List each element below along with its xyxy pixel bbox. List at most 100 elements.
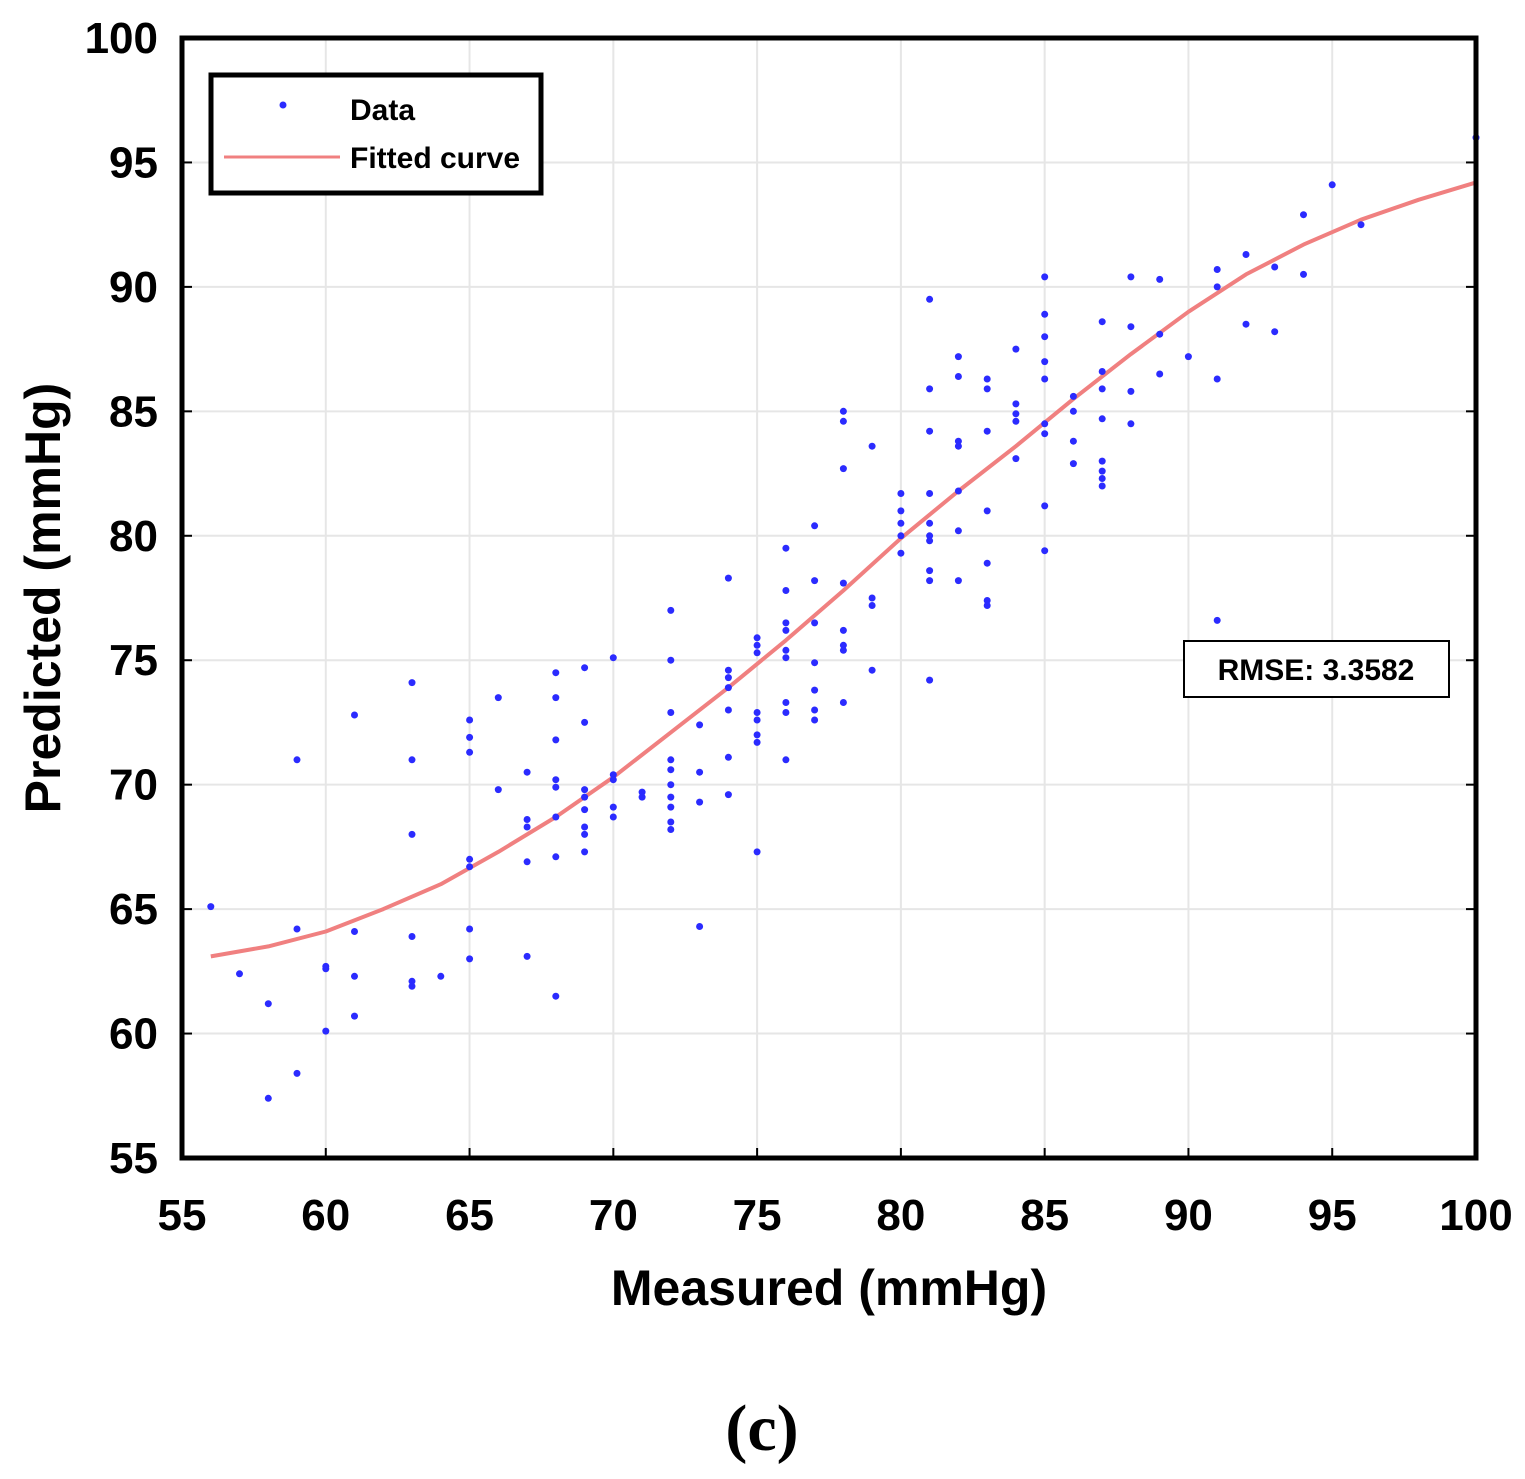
data-point (1300, 211, 1307, 219)
data-point (811, 577, 819, 585)
data-point (782, 587, 790, 594)
grid-lines (182, 38, 1476, 1158)
data-point (839, 641, 847, 649)
data-point (638, 788, 646, 796)
data-point (1242, 251, 1250, 258)
data-point (207, 903, 215, 911)
data-point (839, 646, 847, 654)
data-point (926, 577, 934, 585)
data-point (667, 793, 675, 801)
data-point (408, 830, 416, 838)
data-point (782, 709, 790, 716)
data-point (609, 813, 617, 821)
data-point (983, 507, 991, 515)
data-point (293, 925, 301, 933)
data-point (667, 803, 675, 811)
data-point (1300, 270, 1307, 278)
data-point (753, 731, 761, 739)
y-tick-label: 85 (109, 387, 158, 436)
data-point (552, 694, 560, 702)
data-point (581, 786, 589, 794)
data-point (753, 716, 761, 724)
data-point (782, 654, 790, 662)
data-point (724, 666, 732, 674)
x-tick-label: 95 (1308, 1191, 1357, 1240)
y-tick-label: 65 (109, 885, 158, 934)
data-point (1271, 328, 1279, 336)
legend: Data Fitted curve (208, 72, 544, 196)
data-point (609, 654, 617, 662)
data-point (466, 855, 474, 863)
data-point (667, 781, 675, 789)
data-point (1012, 345, 1020, 353)
data-point (466, 955, 474, 963)
data-point (667, 756, 675, 764)
data-point (811, 659, 819, 667)
data-point (667, 826, 675, 833)
data-point (897, 507, 905, 515)
data-point (1328, 181, 1336, 189)
data-point (236, 970, 243, 978)
data-point (552, 736, 560, 744)
plot-frame (179, 35, 1479, 1161)
data-point (437, 972, 445, 980)
data-point (408, 977, 416, 985)
data-point (897, 490, 905, 497)
data-point (351, 972, 358, 980)
data-point (408, 756, 416, 764)
data-point (696, 923, 704, 930)
data-point (1127, 420, 1135, 428)
data-point (581, 806, 589, 814)
y-tick-label: 60 (109, 1010, 158, 1059)
data-point (954, 442, 962, 450)
fitted-curve-layer (210, 180, 1477, 959)
data-point (667, 766, 675, 774)
x-tick-label: 75 (733, 1191, 782, 1240)
fitted-curve-line (210, 180, 1477, 959)
data-point (724, 753, 732, 761)
data-point (466, 925, 474, 933)
data-point (839, 579, 847, 587)
data-point (552, 853, 560, 861)
data-point (782, 544, 790, 552)
y-axis-ticks: 55 60 65 70 75 80 85 90 95 100 (85, 14, 1476, 1183)
data-point (811, 522, 819, 530)
data-point (753, 649, 761, 657)
data-point (868, 594, 876, 602)
data-point (1069, 392, 1077, 400)
data-point (1156, 370, 1164, 378)
x-tick-label: 100 (1439, 1191, 1512, 1240)
data-point (523, 823, 531, 831)
data-point (523, 768, 531, 776)
data-point (1098, 385, 1106, 393)
y-tick-label: 55 (109, 1134, 158, 1183)
data-point (782, 626, 790, 634)
data-point (523, 952, 531, 960)
figure-caption: (c) (725, 1392, 798, 1465)
data-point (897, 549, 905, 557)
data-point (1041, 273, 1049, 281)
data-point (724, 791, 732, 799)
legend-box (208, 72, 544, 196)
data-point (523, 858, 531, 866)
data-point (753, 634, 761, 642)
data-point (753, 848, 761, 856)
data-point (868, 602, 876, 609)
x-tick-label: 90 (1164, 1191, 1213, 1240)
rmse-annotation: RMSE: 3.3582 (1183, 640, 1450, 698)
data-point (609, 776, 617, 784)
data-point (839, 699, 847, 706)
rmse-text: RMSE: 3.3582 (1218, 654, 1415, 687)
data-point (581, 830, 589, 838)
data-point (667, 656, 675, 664)
data-point (954, 577, 962, 585)
x-tick-label: 80 (876, 1191, 925, 1240)
data-point (523, 816, 531, 823)
data-point (408, 933, 416, 940)
data-point (724, 706, 732, 714)
data-point (1127, 387, 1135, 395)
data-point (839, 626, 847, 634)
data-point (926, 490, 934, 497)
data-point (264, 1094, 272, 1102)
